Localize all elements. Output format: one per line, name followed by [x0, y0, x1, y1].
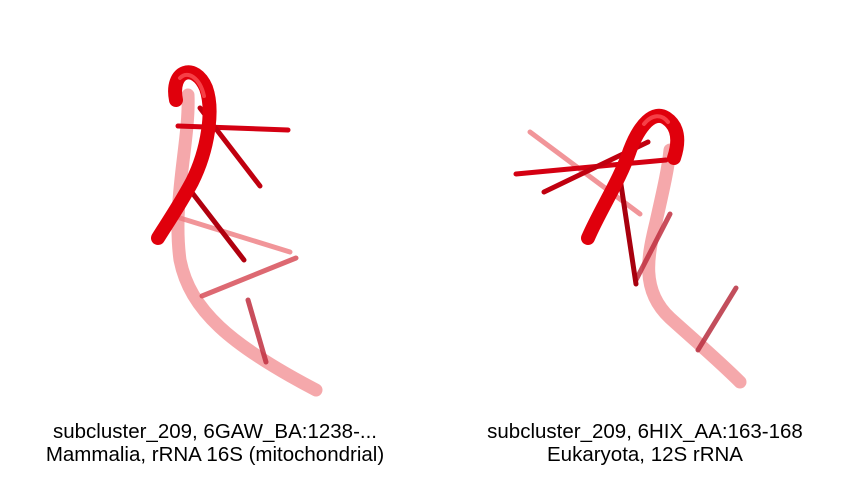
base-stick-faded-2 [633, 211, 673, 283]
caption-subtitle: Eukaryota, 12S rRNA [547, 443, 743, 466]
base-stick-faded-1 [177, 215, 293, 255]
rna-structure-render-left [151, 65, 323, 397]
caption-left: subcluster_209, 6GAW_BA:1238-... Mammali… [0, 420, 430, 466]
caption-subtitle: Mammalia, rRNA 16S (mitochondrial) [45, 443, 385, 466]
structure-panel-right: subcluster_209, 6HIX_AA:163-168 Eukaryot… [430, 0, 860, 480]
base-stick-1 [175, 123, 291, 133]
backbone-highlight [642, 114, 670, 126]
base-stick-3 [617, 175, 639, 287]
backbone-main [581, 108, 685, 245]
base-stick-3 [187, 187, 247, 263]
backbone-lower-faded [171, 88, 323, 397]
caption-right: subcluster_209, 6HIX_AA:163-168 Eukaryot… [430, 420, 860, 466]
base-stick-faded-3 [245, 297, 269, 365]
backbone-lower-faded [642, 143, 747, 389]
caption-title: subcluster_209, 6GAW_BA:1238-... [53, 420, 377, 443]
backbone-highlight [178, 72, 206, 98]
rna-structure-render-right [513, 108, 747, 389]
structure-panel-left: subcluster_209, 6GAW_BA:1238-... Mammali… [0, 65, 430, 466]
base-stick-faded-2 [199, 255, 299, 299]
caption-title: subcluster_209, 6HIX_AA:163-168 [487, 420, 803, 443]
base-stick-faded-3 [695, 285, 739, 353]
